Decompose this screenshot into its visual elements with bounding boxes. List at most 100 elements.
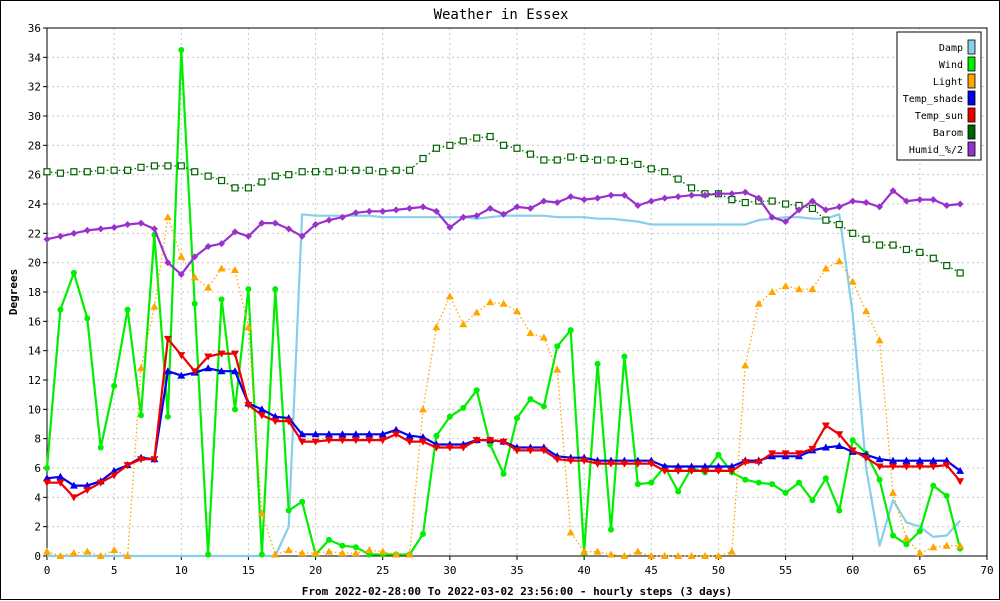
data-point xyxy=(675,488,682,495)
data-point xyxy=(272,286,279,293)
data-point xyxy=(553,156,561,164)
data-point xyxy=(378,437,387,445)
legend-label-wind: Wind xyxy=(939,60,963,71)
data-point xyxy=(822,475,829,482)
data-point xyxy=(163,213,172,221)
data-point xyxy=(943,201,951,209)
data-point xyxy=(634,160,642,168)
data-point xyxy=(514,415,520,422)
data-point xyxy=(392,431,401,439)
data-point xyxy=(298,232,306,240)
data-point xyxy=(217,176,226,185)
y-tick-label: 30 xyxy=(28,110,41,123)
data-point xyxy=(916,528,923,535)
data-point xyxy=(419,433,427,441)
legend-swatch-light xyxy=(967,73,976,89)
data-point xyxy=(486,437,495,445)
data-point xyxy=(338,166,347,174)
data-point xyxy=(124,306,131,313)
data-point xyxy=(768,213,776,221)
series-layer xyxy=(43,47,965,559)
data-point xyxy=(889,463,897,471)
data-point xyxy=(620,191,628,199)
data-point xyxy=(150,302,159,310)
data-point xyxy=(472,308,481,316)
data-point xyxy=(769,481,776,488)
data-point xyxy=(554,343,561,350)
data-point xyxy=(177,371,186,379)
y-tick-label: 26 xyxy=(28,169,41,182)
data-point xyxy=(405,550,414,558)
y-tick-label: 16 xyxy=(28,315,41,328)
data-point xyxy=(594,360,601,367)
data-point xyxy=(446,223,454,231)
data-point xyxy=(755,194,763,202)
data-point xyxy=(862,454,871,462)
data-point xyxy=(57,306,64,313)
data-point xyxy=(97,166,105,174)
data-point xyxy=(567,153,575,161)
data-point xyxy=(876,203,884,211)
x-tick-label: 55 xyxy=(779,564,792,577)
data-point xyxy=(190,368,199,376)
data-point xyxy=(567,327,574,334)
data-point xyxy=(445,292,454,300)
data-point xyxy=(365,430,374,438)
data-point xyxy=(848,277,857,285)
data-point xyxy=(539,333,548,341)
data-point xyxy=(648,479,655,486)
data-point xyxy=(808,204,817,212)
data-point xyxy=(244,401,253,409)
data-point xyxy=(191,168,199,176)
data-point xyxy=(56,479,65,487)
y-tick-label: 20 xyxy=(28,257,41,270)
data-point xyxy=(271,219,279,227)
data-point xyxy=(889,456,897,464)
data-point xyxy=(808,197,816,205)
legend-label-humid-2: Humid_%/2 xyxy=(909,145,963,156)
data-point xyxy=(378,547,387,555)
data-point xyxy=(258,178,266,186)
data-point xyxy=(83,226,91,234)
data-point xyxy=(338,549,347,557)
data-point xyxy=(244,184,253,192)
data-point xyxy=(526,150,535,158)
data-point xyxy=(513,203,521,211)
legend-box xyxy=(896,31,982,161)
data-point xyxy=(379,168,387,176)
data-point xyxy=(177,252,186,260)
data-point xyxy=(821,264,830,272)
series-temp-sun xyxy=(43,335,965,502)
data-point xyxy=(688,191,696,199)
data-point xyxy=(741,361,750,369)
data-point xyxy=(110,546,119,554)
data-point xyxy=(795,285,803,293)
data-point xyxy=(473,212,481,220)
data-point xyxy=(43,479,51,487)
data-point xyxy=(674,462,683,470)
data-point xyxy=(257,405,266,413)
data-point xyxy=(930,482,937,489)
x-tick-label: 20 xyxy=(309,564,322,577)
data-point xyxy=(621,353,628,360)
data-point xyxy=(150,162,159,170)
data-point xyxy=(849,229,857,237)
data-point xyxy=(634,481,641,488)
x-tick-label: 70 xyxy=(980,564,993,577)
data-point xyxy=(405,166,414,174)
data-point xyxy=(97,444,104,451)
data-point xyxy=(862,235,870,243)
x-axis-label: From 2022-02-28:00 To 2022-03-02 23:56:0… xyxy=(302,585,732,598)
data-point xyxy=(728,190,736,198)
legend-swatch-temp-shade xyxy=(967,90,976,106)
data-point xyxy=(956,478,965,486)
data-point xyxy=(124,221,132,229)
data-point xyxy=(163,335,172,343)
data-point xyxy=(338,437,347,445)
data-point xyxy=(701,191,709,199)
data-point xyxy=(540,403,547,410)
data-point xyxy=(580,457,589,465)
data-point xyxy=(580,154,588,163)
data-point xyxy=(661,194,669,202)
